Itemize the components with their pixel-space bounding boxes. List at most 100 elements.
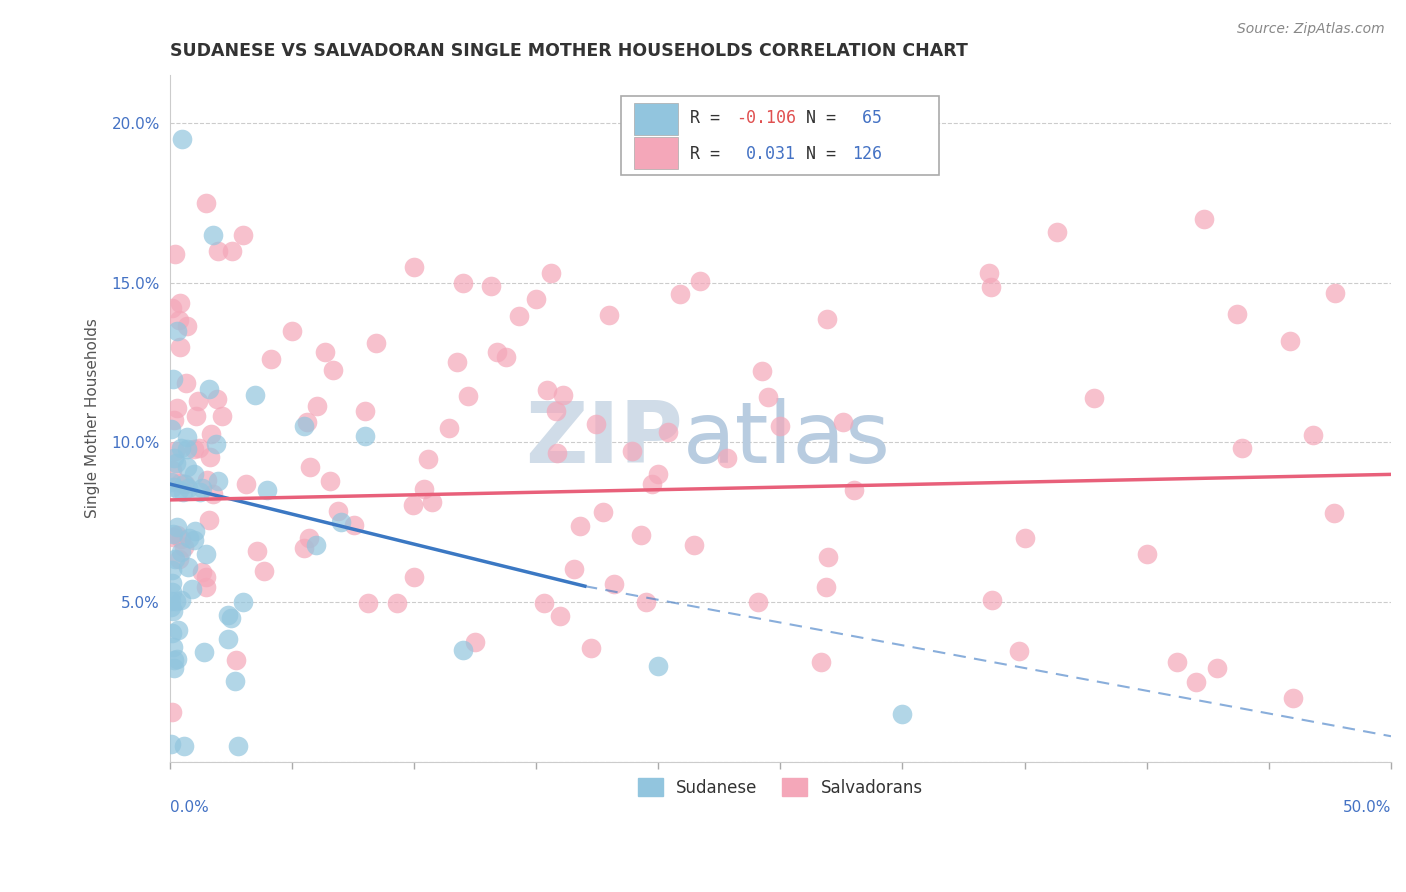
Point bbox=[162, 640, 184, 654]
FancyBboxPatch shape bbox=[634, 137, 678, 169]
Point bbox=[546, 446, 568, 460]
Point bbox=[810, 655, 832, 669]
Point bbox=[160, 576, 183, 591]
Point bbox=[195, 547, 218, 561]
Point bbox=[167, 623, 190, 637]
Point bbox=[295, 415, 318, 429]
Point bbox=[1282, 690, 1305, 705]
Point bbox=[343, 518, 366, 533]
Point bbox=[1046, 225, 1069, 239]
Point bbox=[181, 582, 204, 597]
Point bbox=[169, 544, 191, 558]
Point bbox=[357, 596, 380, 610]
Point bbox=[1301, 427, 1323, 442]
Point bbox=[163, 661, 186, 675]
Point bbox=[842, 483, 865, 498]
Point bbox=[200, 427, 222, 442]
Point bbox=[508, 309, 530, 323]
Point bbox=[1083, 391, 1105, 405]
Point bbox=[219, 611, 242, 625]
Point bbox=[198, 513, 221, 527]
Point bbox=[176, 319, 198, 334]
Point bbox=[162, 604, 184, 618]
Point bbox=[366, 335, 388, 350]
Point bbox=[641, 477, 664, 491]
Point bbox=[413, 482, 436, 496]
Point bbox=[232, 227, 254, 242]
Point bbox=[669, 286, 692, 301]
Point bbox=[769, 419, 792, 434]
Point bbox=[169, 313, 191, 327]
Point bbox=[187, 394, 209, 409]
Point bbox=[160, 462, 183, 476]
Point bbox=[173, 477, 195, 491]
Point bbox=[548, 609, 571, 624]
Point bbox=[246, 544, 269, 558]
Point bbox=[166, 651, 188, 665]
Point bbox=[329, 516, 352, 530]
Point bbox=[173, 739, 195, 753]
Point bbox=[831, 415, 853, 429]
Point bbox=[891, 706, 914, 721]
Point bbox=[354, 403, 377, 417]
Point bbox=[170, 593, 193, 607]
FancyBboxPatch shape bbox=[621, 95, 939, 175]
Point bbox=[585, 417, 607, 432]
Point bbox=[162, 526, 184, 541]
Point bbox=[292, 419, 315, 434]
Point bbox=[166, 401, 188, 416]
Point bbox=[170, 441, 193, 455]
Point bbox=[551, 388, 574, 402]
Point bbox=[817, 550, 839, 565]
Point bbox=[747, 595, 769, 609]
Point bbox=[451, 643, 474, 657]
Point bbox=[163, 652, 186, 666]
Point bbox=[207, 474, 229, 488]
Text: Source: ZipAtlas.com: Source: ZipAtlas.com bbox=[1237, 22, 1385, 37]
Point bbox=[598, 308, 620, 322]
Point bbox=[183, 467, 205, 482]
Point bbox=[176, 429, 198, 443]
Point bbox=[716, 451, 738, 466]
Point bbox=[195, 580, 218, 594]
Point bbox=[1230, 441, 1253, 455]
Point bbox=[636, 594, 658, 608]
Text: 50.0%: 50.0% bbox=[1343, 799, 1391, 814]
Point bbox=[195, 196, 218, 211]
Point bbox=[253, 564, 276, 578]
Point bbox=[418, 451, 440, 466]
Point bbox=[169, 475, 191, 490]
Point bbox=[322, 362, 344, 376]
Point bbox=[592, 505, 614, 519]
Point bbox=[689, 274, 711, 288]
Point bbox=[1166, 655, 1188, 669]
Text: SUDANESE VS SALVADORAN SINGLE MOTHER HOUSEHOLDS CORRELATION CHART: SUDANESE VS SALVADORAN SINGLE MOTHER HOU… bbox=[170, 42, 967, 60]
Point bbox=[305, 399, 328, 413]
Point bbox=[235, 476, 257, 491]
Point bbox=[188, 441, 211, 455]
Point bbox=[159, 738, 181, 752]
Point bbox=[169, 296, 191, 310]
Point bbox=[485, 345, 508, 359]
Point bbox=[298, 532, 321, 546]
Point bbox=[225, 652, 247, 666]
Point bbox=[814, 580, 837, 594]
Point bbox=[1226, 307, 1249, 321]
Point bbox=[603, 577, 626, 591]
Point bbox=[224, 673, 246, 688]
Point bbox=[1007, 644, 1029, 658]
Text: N =: N = bbox=[806, 110, 846, 128]
Point bbox=[1323, 506, 1346, 520]
Point bbox=[305, 538, 328, 552]
Point bbox=[167, 483, 190, 498]
Point bbox=[354, 429, 377, 443]
Point bbox=[1278, 334, 1301, 348]
Text: 65: 65 bbox=[852, 110, 883, 128]
Point bbox=[420, 494, 443, 508]
Point bbox=[647, 659, 669, 673]
Text: N =: N = bbox=[806, 145, 846, 163]
Text: ZIP: ZIP bbox=[524, 398, 682, 481]
Point bbox=[630, 527, 652, 541]
Point bbox=[280, 324, 302, 338]
Point bbox=[205, 437, 228, 451]
